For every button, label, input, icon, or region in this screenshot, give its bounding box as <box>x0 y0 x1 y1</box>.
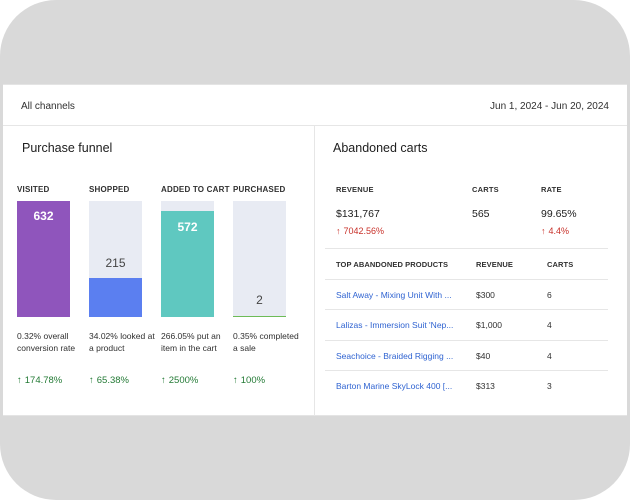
arrow-up-icon: ↑ <box>541 226 546 236</box>
rate-value: 99.65% <box>541 208 577 220</box>
stage-desc-purchased: 0.35% completed a sale <box>233 331 299 353</box>
stage-bar-shopped: 215 <box>89 201 142 317</box>
column-divider <box>314 126 315 416</box>
stage-fill-visited <box>17 201 70 317</box>
revenue-change: ↑ 7042.56% <box>336 226 384 236</box>
table-divider <box>325 279 608 280</box>
table-header-product: TOP ABANDONED PRODUCTS <box>336 260 449 269</box>
abandoned-carts-title: Abandoned carts <box>333 141 428 155</box>
table-row-carts: 4 <box>547 320 552 330</box>
table-row-revenue: $300 <box>476 290 495 300</box>
stage-change-added-to-cart: ↑ 2500% <box>161 375 198 386</box>
date-range[interactable]: Jun 1, 2024 - Jun 20, 2024 <box>490 101 609 112</box>
stage-value-added-to-cart: 572 <box>177 220 198 234</box>
table-header-revenue: REVENUE <box>476 260 513 269</box>
stage-value-visited: 632 <box>33 209 54 223</box>
rate-change: ↑ 4.4% <box>541 226 569 236</box>
table-divider <box>325 340 608 341</box>
analytics-card: All channels Jun 1, 2024 - Jun 20, 2024 … <box>3 84 627 416</box>
table-row-revenue: $40 <box>476 351 491 361</box>
table-divider <box>325 309 608 310</box>
stage-change-value: 100% <box>240 375 266 386</box>
table-row-carts: 6 <box>547 290 552 300</box>
stage-bar-purchased: 2 <box>233 201 286 317</box>
table-divider <box>325 370 608 371</box>
table-row-product-link[interactable]: Salt Away - Mixing Unit With ... <box>336 290 452 300</box>
revenue-label: REVENUE <box>336 185 374 194</box>
stage-label-visited: VISITED <box>17 185 50 194</box>
table-divider <box>325 248 608 249</box>
table-row-product-link[interactable]: Lalizas - Immersion Suit 'Nep... <box>336 320 454 330</box>
stage-label-purchased: PURCHASED <box>233 185 286 194</box>
stage-desc-shopped: 34.02% looked at a product <box>89 331 155 353</box>
stage-fill-added-to-cart <box>161 211 214 317</box>
stage-change-value: 65.38% <box>96 375 129 386</box>
arrow-up-icon: ↑ <box>233 375 238 386</box>
table-row-revenue: $313 <box>476 381 495 391</box>
stage-change-visited: ↑ 174.78% <box>17 375 62 386</box>
rate-change-value: 4.4% <box>548 226 570 236</box>
stage-value-purchased: 2 <box>256 293 263 307</box>
stage-label-added-to-cart: ADDED TO CART <box>161 185 230 194</box>
funnel-title: Purchase funnel <box>22 141 113 155</box>
stage-value-shopped: 215 <box>105 256 126 270</box>
table-row-product-link[interactable]: Seachoice - Braided Rigging ... <box>336 351 454 361</box>
carts-label: CARTS <box>472 185 499 194</box>
stage-change-value: 2500% <box>168 375 199 386</box>
rate-label: RATE <box>541 185 562 194</box>
table-row-revenue: $1,000 <box>476 320 502 330</box>
stage-change-shopped: ↑ 65.38% <box>89 375 129 386</box>
carts-value: 565 <box>472 208 490 220</box>
stage-bar-visited: 632 <box>17 201 70 317</box>
stage-bar-added-to-cart: 572 <box>161 201 214 317</box>
card-header: All channels Jun 1, 2024 - Jun 20, 2024 <box>3 85 627 126</box>
table-row-carts: 3 <box>547 381 552 391</box>
stage-label-shopped: SHOPPED <box>89 185 130 194</box>
table-row-carts: 4 <box>547 351 552 361</box>
stage-desc-added-to-cart: 266.05% put an item in the cart <box>161 331 221 353</box>
arrow-up-icon: ↑ <box>17 375 22 386</box>
stage-fill-purchased <box>233 316 286 317</box>
channel-filter[interactable]: All channels <box>21 101 75 112</box>
stage-desc-visited: 0.32% overall conversion rate <box>17 331 76 353</box>
stage-fill-shopped <box>89 278 142 317</box>
table-header-carts: CARTS <box>547 260 574 269</box>
table-row-product-link[interactable]: Barton Marine SkyLock 400 [... <box>336 381 453 391</box>
stage-change-value: 174.78% <box>24 375 63 386</box>
arrow-up-icon: ↑ <box>89 375 94 386</box>
arrow-up-icon: ↑ <box>161 375 166 386</box>
revenue-value: $131,767 <box>336 208 380 220</box>
revenue-change-value: 7042.56% <box>343 226 385 236</box>
arrow-up-icon: ↑ <box>336 226 341 236</box>
stage-change-purchased: ↑ 100% <box>233 375 265 386</box>
